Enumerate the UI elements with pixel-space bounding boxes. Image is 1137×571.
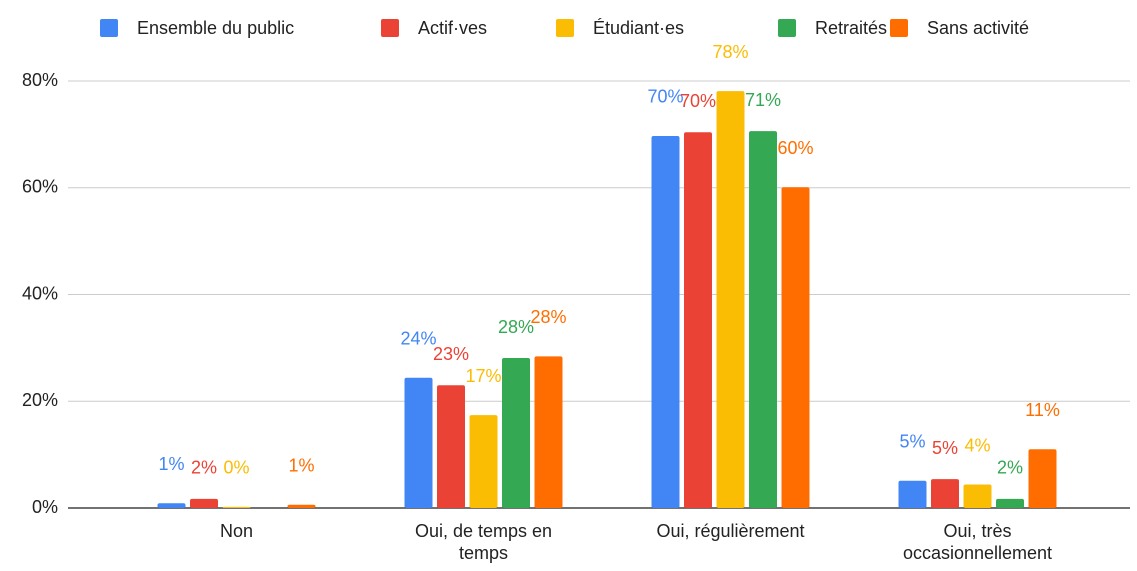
y-tick-label: 20% — [22, 390, 58, 410]
bar — [157, 503, 186, 508]
data-label: 70% — [680, 91, 716, 111]
data-label: 5% — [899, 432, 925, 452]
data-label: 71% — [745, 90, 781, 110]
y-tick-label: 60% — [22, 177, 58, 197]
x-tick-label: Oui, très occasionnellement — [902, 521, 1053, 563]
bar — [190, 498, 218, 508]
bar — [651, 135, 680, 508]
y-tick-label: 40% — [22, 283, 58, 303]
data-label: 2% — [191, 458, 217, 478]
data-label: 4% — [964, 435, 990, 455]
data-label: 60% — [777, 138, 813, 158]
legend-swatch — [100, 19, 118, 37]
data-label: 5% — [932, 438, 958, 458]
data-label: 28% — [498, 317, 534, 337]
legend-label: Actif·ves — [418, 18, 487, 38]
x-tick-label: Non — [219, 521, 254, 541]
bar — [437, 385, 465, 508]
bar — [931, 479, 959, 508]
data-label: 1% — [158, 454, 184, 474]
bar — [222, 506, 251, 508]
data-label: 2% — [997, 458, 1023, 478]
legend-swatch — [778, 19, 796, 37]
data-label: 1% — [288, 456, 314, 476]
bar — [404, 377, 433, 508]
data-label: 17% — [465, 366, 501, 386]
bar — [1028, 449, 1057, 508]
bar — [963, 484, 992, 508]
legend-label: Étudiant·es — [593, 18, 684, 38]
x-tick-label: Oui, régulièrement — [656, 521, 805, 541]
x-tick-label: Oui, de temps en temps — [414, 521, 553, 563]
data-label: 0% — [223, 458, 249, 478]
y-tick-label: 0% — [32, 497, 58, 517]
bar — [469, 415, 498, 508]
bar — [287, 504, 316, 508]
legend-label: Retraités — [815, 18, 887, 38]
y-tick-label: 80% — [22, 70, 58, 90]
bar — [749, 131, 777, 509]
bar — [996, 498, 1024, 508]
bar — [898, 480, 927, 508]
data-label: 28% — [530, 307, 566, 327]
bar — [684, 132, 712, 509]
data-label: 11% — [1025, 400, 1060, 420]
bar — [502, 358, 530, 508]
legend-swatch — [890, 19, 908, 37]
data-label: 78% — [712, 42, 748, 62]
data-label: 24% — [400, 329, 436, 349]
legend-label: Ensemble du public — [137, 18, 294, 38]
legend-swatch — [381, 19, 399, 37]
bar — [781, 187, 810, 508]
legend-label: Sans activité — [927, 18, 1029, 38]
data-label: 70% — [647, 87, 683, 107]
legend-swatch — [556, 19, 574, 37]
data-label: 23% — [433, 344, 469, 364]
bar — [534, 356, 563, 508]
bar — [716, 91, 745, 509]
